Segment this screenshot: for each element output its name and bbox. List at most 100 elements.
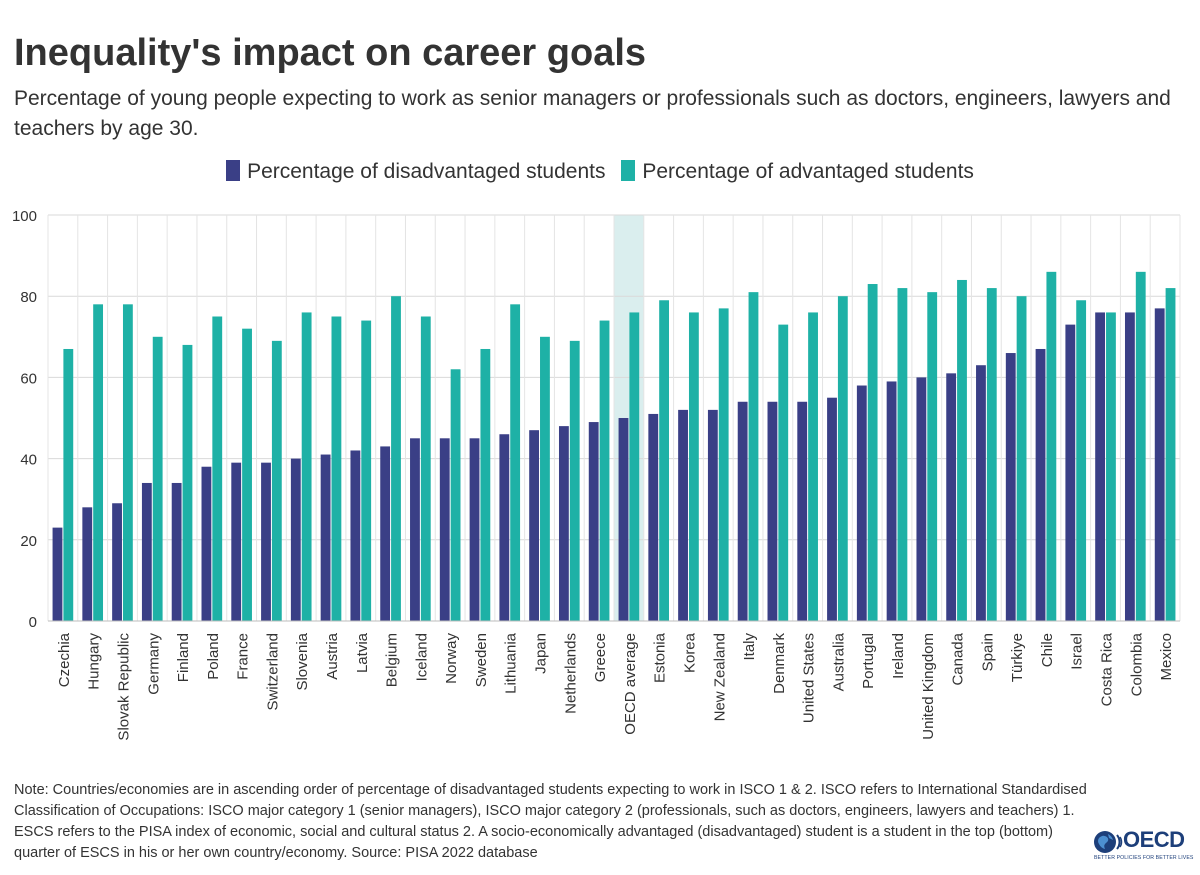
y-tick-label-20: 20 [20,533,37,550]
bar-disadvantaged-finland [171,482,182,621]
bar-disadvantaged-hungary [82,507,93,621]
bar-disadvantaged-israel [1065,324,1076,621]
x-tick-label-japan: Japan [533,633,550,674]
bar-disadvantaged-latvia [350,450,361,621]
bar-disadvantaged-korea [678,409,688,621]
bar-disadvantaged-netherlands [558,426,569,621]
bar-advantaged-germany [152,336,163,621]
bar-disadvantaged-lithuania [499,434,510,621]
oecd-logo: OECD BETTER POLICIES FOR BETTER LIVES [1093,827,1194,865]
x-tick-label-france: France [235,633,252,680]
bar-advantaged-spain [986,288,997,621]
x-tick-label-new-zealand: New Zealand [711,633,728,721]
bar-disadvantaged-poland [201,466,212,621]
bar-advantaged-new-zealand [718,308,729,621]
y-tick-label-100: 100 [12,208,37,225]
bar-disadvantaged-turkiye [1005,353,1016,621]
x-tick-label-costa-rica: Costa Rica [1099,632,1116,706]
x-tick-label-denmark: Denmark [771,633,788,694]
chart-note: Note: Countries/economies are in ascendi… [14,782,1087,861]
x-tick-label-korea: Korea [681,632,698,673]
x-tick-label-mexico: Mexico [1158,633,1175,681]
x-tick-label-finland: Finland [175,633,192,682]
logo-tagline: BETTER POLICIES FOR BETTER LIVES [1094,855,1194,861]
x-tick-label-latvia: Latvia [354,632,371,673]
x-tick-label-ireland: Ireland [890,633,907,679]
bar-disadvantaged-switzerland [261,462,271,621]
bar-advantaged-norway [450,369,461,621]
bar-disadvantaged-estonia [648,413,659,621]
x-tick-label-portugal: Portugal [860,633,877,689]
globe-icon [1094,831,1123,853]
bar-disadvantaged-slovak-republic [112,503,122,621]
bar-disadvantaged-mexico [1154,308,1165,621]
bar-disadvantaged-norway [439,438,450,621]
x-tick-label-spain: Spain [979,633,996,671]
bar-disadvantaged-united-kingdom [916,377,927,621]
highlight-band [614,215,644,621]
bar-advantaged-greece [599,320,610,621]
bar-advantaged-canada [957,279,967,621]
x-tick-label-israel: Israel [1069,633,1086,670]
bar-advantaged-costa-rica [1106,312,1116,621]
bar-disadvantaged-slovenia [290,458,301,621]
x-tick-label-czechia: Czechia [56,632,73,687]
bar-disadvantaged-france [231,462,242,621]
bar-advantaged-latvia [361,320,372,621]
bar-advantaged-france [242,328,252,621]
logo-name: OECD [1123,827,1185,852]
x-tick-label-united-kingdom: United Kingdom [920,633,937,740]
y-tick-label-60: 60 [20,370,37,387]
bar-advantaged-czechia [63,348,74,621]
legend-item-advantaged[interactable]: Percentage of advantaged students [621,160,974,184]
bar-disadvantaged-japan [529,430,540,621]
x-tick-label-chile: Chile [1039,633,1056,667]
legend-item-disadvantaged[interactable]: Percentage of disadvantaged students [226,160,606,184]
bar-advantaged-united-kingdom [927,292,938,621]
bar-disadvantaged-new-zealand [707,409,718,621]
bar-advantaged-mexico [1165,288,1176,621]
bar-advantaged-slovak-republic [122,304,133,621]
y-tick-label-0: 0 [29,614,37,631]
x-tick-label-slovenia: Slovenia [294,632,311,690]
y-tick-label-40: 40 [20,452,37,469]
x-tick-label-lithuania: Lithuania [503,632,520,694]
bar-disadvantaged-chile [1035,348,1046,621]
bar-chart: 0 20 40 60 80 100 Czechia Hungary Slovak Republi… [12,208,1181,741]
x-tick-label-greece: Greece [592,633,609,682]
bar-advantaged-colombia [1135,271,1146,621]
y-tick-label-80: 80 [20,289,37,306]
bar-disadvantaged-oecd-average [618,418,629,621]
x-tick-label-oecd-average: OECD average [622,633,639,735]
bar-disadvantaged-italy [737,401,748,621]
bar-advantaged-estonia [659,300,670,621]
bar-advantaged-netherlands [569,340,580,621]
x-tick-label-hungary: Hungary [86,633,103,690]
bar-disadvantaged-iceland [410,438,420,621]
bar-advantaged-portugal [867,284,878,621]
legend-label-disadvantaged: Percentage of disadvantaged students [247,160,606,183]
bar-advantaged-israel [1076,300,1087,621]
x-tick-label-netherlands: Netherlands [562,633,579,714]
bar-advantaged-poland [212,316,223,621]
bar-advantaged-iceland [420,316,431,621]
bar-advantaged-italy [748,292,759,621]
x-tick-label-slovak-republic: Slovak Republic [115,633,132,741]
bar-disadvantaged-spain [976,365,986,621]
bar-advantaged-lithuania [510,304,521,621]
bar-advantaged-belgium [391,296,401,621]
bar-disadvantaged-costa-rica [1095,312,1106,621]
bar-disadvantaged-canada [946,373,957,621]
x-tick-label-united-states: United States [801,633,818,723]
bar-advantaged-hungary [93,304,104,621]
bar-advantaged-denmark [778,324,789,621]
x-tick-label-norway: Norway [443,633,460,684]
x-tick-label-estonia: Estonia [652,632,669,683]
bar-disadvantaged-austria [320,454,331,621]
x-tick-label-canada: Canada [950,632,967,685]
bar-advantaged-chile [1046,271,1057,621]
bar-advantaged-turkiye [1016,296,1027,621]
x-tick-label-germany: Germany [145,633,162,695]
bar-advantaged-ireland [897,288,908,621]
chart-subtitle: Percentage of young people expecting to … [14,87,1171,140]
